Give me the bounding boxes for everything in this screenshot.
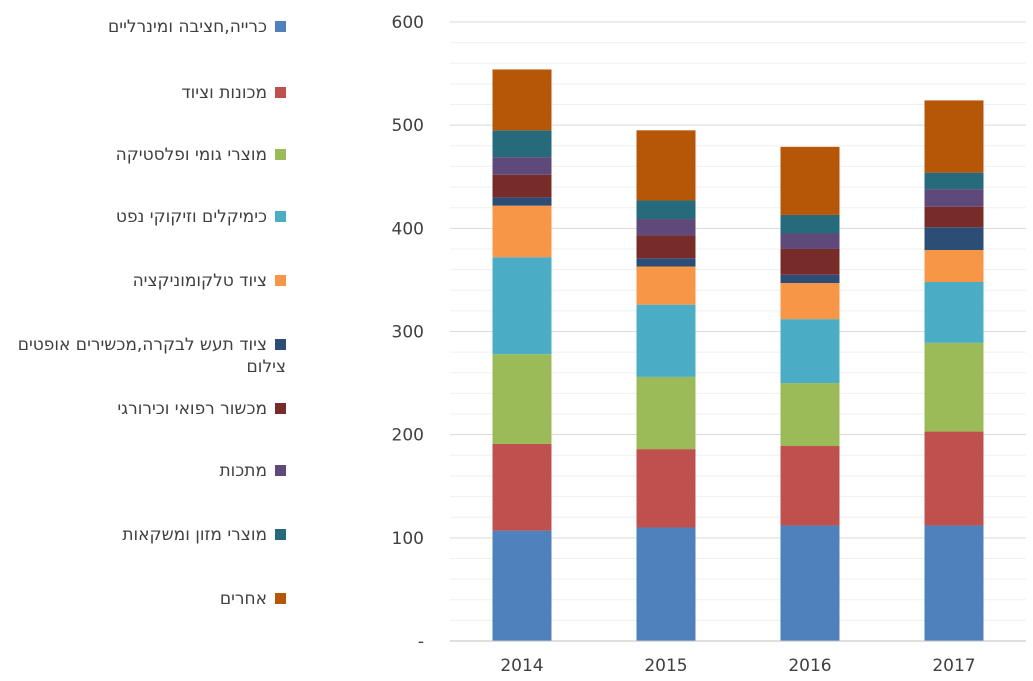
bar-segment bbox=[492, 443, 552, 531]
bar-segment bbox=[492, 197, 552, 206]
bar-segment bbox=[636, 527, 696, 641]
legend-label: ציוד טלקומוניקציה bbox=[132, 271, 267, 291]
legend-swatch bbox=[275, 528, 286, 540]
legend-swatch bbox=[275, 20, 286, 32]
legend-item: כרייה,חציבה ומינרליים bbox=[0, 16, 286, 38]
legend-swatch bbox=[275, 464, 286, 476]
legend-swatch bbox=[275, 338, 286, 350]
chart-plot-area: - 100 200 300 400 500 600 2014 2015 2016 2017 bbox=[392, 13, 1026, 676]
bar-segment bbox=[636, 376, 696, 450]
legend-item: ציוד תעש לבקרה,מכשירים אופטים צילום bbox=[0, 334, 286, 378]
bar-segment bbox=[924, 189, 984, 207]
bar-segment bbox=[780, 525, 840, 641]
y-tick-label: 300 bbox=[392, 323, 424, 343]
legend-item: מכשור רפואי וכירורגי bbox=[0, 398, 286, 420]
x-tick-label: 2015 bbox=[644, 656, 687, 676]
legend-swatch bbox=[275, 274, 286, 286]
bar-segment bbox=[636, 200, 696, 220]
bar-segment bbox=[636, 219, 696, 236]
bar-segment bbox=[492, 69, 552, 131]
bar-segment bbox=[636, 130, 696, 201]
bar-segment bbox=[780, 319, 840, 384]
legend-swatch bbox=[275, 592, 286, 604]
legend-label: ציוד תעש לבקרה,מכשירים אופטים צילום bbox=[17, 335, 286, 377]
bar-segment bbox=[924, 249, 984, 282]
legend-item: מוצרי מזון ומשקאות bbox=[0, 524, 286, 546]
bar-segment bbox=[780, 214, 840, 234]
legend-swatch bbox=[275, 210, 286, 222]
bar-segment bbox=[924, 281, 984, 343]
y-tick-label: 600 bbox=[392, 13, 424, 33]
bar-segment bbox=[492, 354, 552, 444]
bar-segment bbox=[492, 130, 552, 158]
bar-segment bbox=[636, 258, 696, 267]
legend-label: מוצרי גומי ופלסטיקה bbox=[115, 145, 267, 165]
y-axis-ticks: - 100 200 300 400 500 600 bbox=[392, 13, 424, 652]
x-axis-ticks: 2014 2015 2016 2017 bbox=[500, 656, 975, 676]
legend-item: כימיקלים וזיקוקי נפט bbox=[0, 206, 286, 228]
legend-label: מוצרי מזון ומשקאות bbox=[122, 525, 267, 545]
bar-segment bbox=[924, 172, 984, 190]
bars bbox=[492, 69, 984, 641]
y-tick-label: - bbox=[418, 632, 424, 652]
legend-label: מכשור רפואי וכירורגי bbox=[117, 399, 267, 419]
bar-segment bbox=[492, 157, 552, 175]
bar-segment bbox=[636, 304, 696, 377]
bar-segment bbox=[636, 235, 696, 259]
bar-segment bbox=[780, 248, 840, 275]
legend-item: ציוד טלקומוניקציה bbox=[0, 270, 286, 292]
bar-segment bbox=[780, 446, 840, 526]
legend-item: אחרים bbox=[0, 588, 286, 610]
bar-segment bbox=[780, 274, 840, 284]
legend-swatch bbox=[275, 86, 286, 98]
legend-item: מכונות וציוד bbox=[0, 82, 286, 104]
y-tick-label: 200 bbox=[392, 426, 424, 446]
x-tick-label: 2016 bbox=[788, 656, 831, 676]
bar-segment bbox=[780, 146, 840, 215]
bar-segment bbox=[636, 266, 696, 305]
bar-segment bbox=[780, 283, 840, 320]
y-tick-label: 400 bbox=[392, 219, 424, 239]
bar-segment bbox=[780, 233, 840, 249]
bar-segment bbox=[636, 449, 696, 528]
bar-segment bbox=[492, 174, 552, 198]
legend-label: מתכות bbox=[219, 461, 267, 481]
legend-label: אחרים bbox=[219, 589, 267, 609]
bar-segment bbox=[924, 342, 984, 432]
legend-label: מכונות וציוד bbox=[181, 83, 267, 103]
legend-item: מוצרי גומי ופלסטיקה bbox=[0, 144, 286, 166]
bar-segment bbox=[492, 530, 552, 641]
bar-segment bbox=[924, 100, 984, 173]
bar-segment bbox=[492, 257, 552, 355]
bar-segment bbox=[924, 525, 984, 641]
x-tick-label: 2017 bbox=[932, 656, 975, 676]
bar-segment bbox=[924, 431, 984, 526]
bar-segment bbox=[492, 205, 552, 258]
bar-segment bbox=[924, 206, 984, 228]
legend: כרייה,חציבה ומינרליים מכונות וציוד מוצרי ג… bbox=[0, 0, 300, 681]
x-tick-label: 2014 bbox=[500, 656, 543, 676]
bar-segment bbox=[924, 227, 984, 250]
legend-swatch bbox=[275, 148, 286, 160]
legend-item: מתכות bbox=[0, 460, 286, 482]
y-tick-label: 100 bbox=[392, 529, 424, 549]
legend-label: כרייה,חציבה ומינרליים bbox=[108, 17, 267, 37]
legend-swatch bbox=[275, 402, 286, 414]
y-tick-label: 500 bbox=[392, 116, 424, 136]
legend-label: כימיקלים וזיקוקי נפט bbox=[115, 207, 267, 227]
bar-segment bbox=[780, 383, 840, 447]
